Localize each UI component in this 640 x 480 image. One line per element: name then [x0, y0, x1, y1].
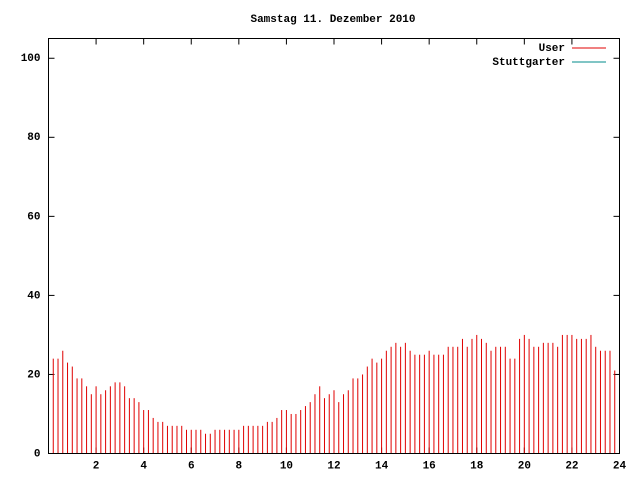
x-tick-label: 14	[375, 460, 389, 472]
chart-title: Samstag 11. Dezember 2010	[250, 14, 415, 26]
x-tick-label: 22	[565, 460, 578, 472]
y-tick-label: 60	[27, 211, 40, 223]
x-tick-label: 6	[188, 460, 195, 472]
legend-label: Stuttgarter	[492, 57, 565, 69]
x-tick-label: 4	[140, 460, 147, 472]
x-tick-label: 2	[93, 460, 100, 472]
x-tick-label: 8	[236, 460, 243, 472]
x-tick-label: 18	[470, 460, 484, 472]
plot-border	[48, 38, 620, 454]
y-tick-label: 80	[27, 132, 40, 144]
x-tick-label: 20	[518, 460, 531, 472]
x-tick-label: 24	[613, 460, 627, 472]
x-tick-label: 16	[423, 460, 436, 472]
y-tick-label: 100	[21, 53, 41, 65]
y-tick-label: 40	[27, 290, 40, 302]
x-tick-label: 10	[280, 460, 293, 472]
y-tick-label: 20	[27, 369, 40, 381]
y-tick-label: 0	[34, 448, 41, 460]
x-tick-label: 12	[327, 460, 340, 472]
legend-label: User	[539, 43, 565, 55]
